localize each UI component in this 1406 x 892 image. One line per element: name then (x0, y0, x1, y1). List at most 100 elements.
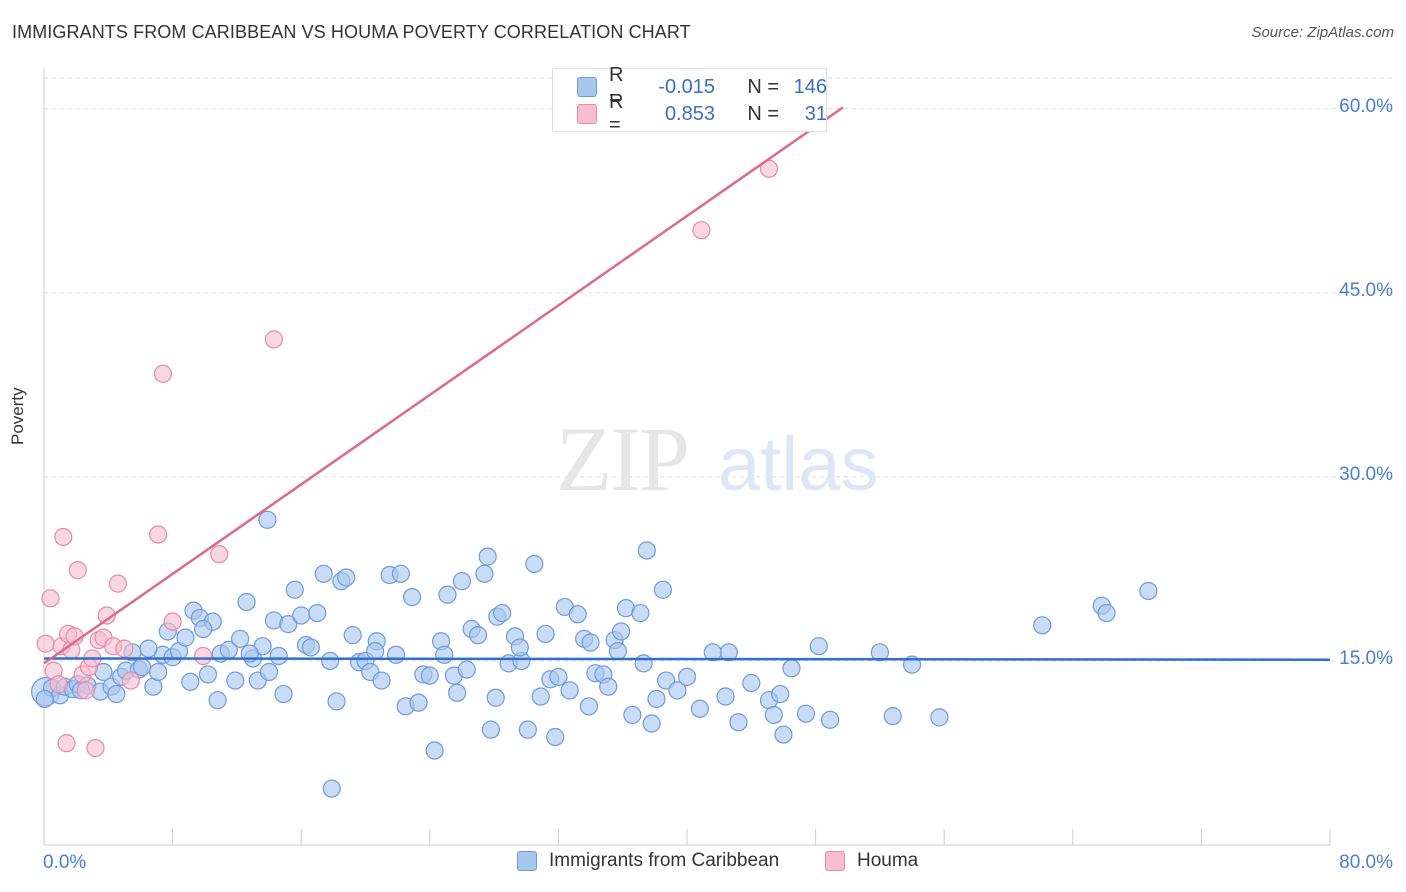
y-tick-label: 45.0% (1339, 279, 1393, 301)
data-point (771, 684, 790, 704)
data-point (1033, 616, 1052, 635)
data-point (599, 677, 618, 696)
legend-r-value: 0.853 (664, 102, 715, 125)
data-point (258, 510, 277, 529)
data-point (478, 547, 497, 566)
data-point (264, 330, 283, 349)
legend-item-houma[interactable]: Houma (825, 850, 918, 872)
data-point (57, 734, 76, 753)
data-point (314, 564, 333, 583)
data-point (86, 738, 105, 758)
data-point (269, 646, 288, 666)
data-point (35, 689, 54, 709)
trend-line-caribbean (43, 657, 1331, 661)
legend-item-caribbean[interactable]: Immigrants from Caribbean (517, 850, 779, 872)
data-point (231, 629, 250, 648)
legend-swatch-houma (825, 851, 845, 871)
data-point (457, 660, 476, 679)
data-point (149, 662, 168, 682)
axes (43, 68, 1331, 846)
data-point (132, 657, 152, 677)
data-point (560, 681, 579, 700)
data-point (301, 638, 320, 657)
data-point (372, 671, 391, 690)
data-point (292, 606, 311, 625)
data-point (107, 684, 126, 704)
data-point (76, 681, 95, 700)
y-tick-label: 60.0% (1339, 95, 1393, 117)
data-point (692, 221, 711, 240)
data-point (36, 634, 55, 653)
gridlines (44, 77, 1394, 662)
data-point (481, 720, 500, 739)
data-point (774, 725, 793, 744)
data-point (208, 691, 227, 710)
data-point (475, 564, 494, 583)
data-point (631, 603, 650, 623)
data-point (121, 671, 140, 690)
y-tick-label: 15.0% (1339, 647, 1393, 669)
data-point (623, 705, 642, 725)
trend-lines (43, 106, 1331, 665)
watermark: ZIP atlas (556, 408, 879, 510)
data-point (308, 603, 327, 623)
data-point (366, 642, 385, 661)
data-point (226, 671, 245, 690)
data-point (386, 645, 406, 664)
watermark-zip: ZIP (556, 408, 688, 510)
x-tick-label-min: 0.0% (43, 852, 87, 873)
x-tick-label-max: 80.0% (1339, 852, 1393, 873)
data-point (742, 673, 761, 693)
data-point (611, 622, 631, 641)
watermark-atlas: atlas (718, 422, 879, 507)
legend-label-caribbean: Immigrants from Caribbean (549, 850, 780, 871)
data-point (176, 628, 195, 647)
data-point (237, 592, 256, 612)
legend-r-label: R = (609, 64, 624, 109)
data-point (435, 645, 454, 664)
chart-title: IMMIGRANTS FROM CARIBBEAN VS HOUMA POVER… (12, 22, 691, 42)
data-point (782, 659, 801, 678)
data-point (115, 639, 134, 658)
legend-r-label: R = (609, 91, 624, 136)
legend-swatch-caribbean (517, 851, 537, 871)
data-point (448, 683, 467, 702)
data-point (486, 688, 505, 707)
data-point (321, 651, 340, 671)
data-point (549, 667, 568, 686)
data-point (163, 612, 182, 631)
data-point (139, 639, 158, 658)
data-point (647, 689, 666, 709)
legend-label-houma: Houma (857, 850, 919, 871)
data-point (677, 667, 697, 686)
data-point (420, 666, 439, 685)
y-axis-label: Poverty (8, 387, 27, 445)
data-point (438, 585, 457, 604)
data-point (536, 624, 555, 644)
data-point (668, 681, 687, 700)
data-point (531, 687, 550, 706)
data-point (518, 720, 537, 739)
data-point (546, 727, 565, 747)
legend-r-value: -0.015 (658, 75, 715, 98)
data-point (68, 561, 87, 580)
data-point (809, 637, 828, 656)
data-point (285, 580, 304, 599)
data-point (608, 642, 627, 661)
data-point (642, 714, 661, 733)
data-point (510, 638, 529, 657)
data-point (1097, 603, 1116, 623)
data-point (820, 710, 840, 729)
data-point (581, 633, 600, 652)
data-point (337, 568, 356, 587)
data-point (729, 713, 748, 732)
legend-swatch-caribbean (577, 77, 597, 97)
legend-n-label: N = (747, 75, 779, 98)
data-point (279, 615, 298, 634)
data-point (41, 589, 60, 608)
data-point (108, 574, 128, 593)
legend-n-value: 146 (793, 75, 827, 98)
data-point (690, 699, 709, 718)
data-point (391, 564, 410, 583)
legend-n-label: N = (747, 102, 779, 125)
